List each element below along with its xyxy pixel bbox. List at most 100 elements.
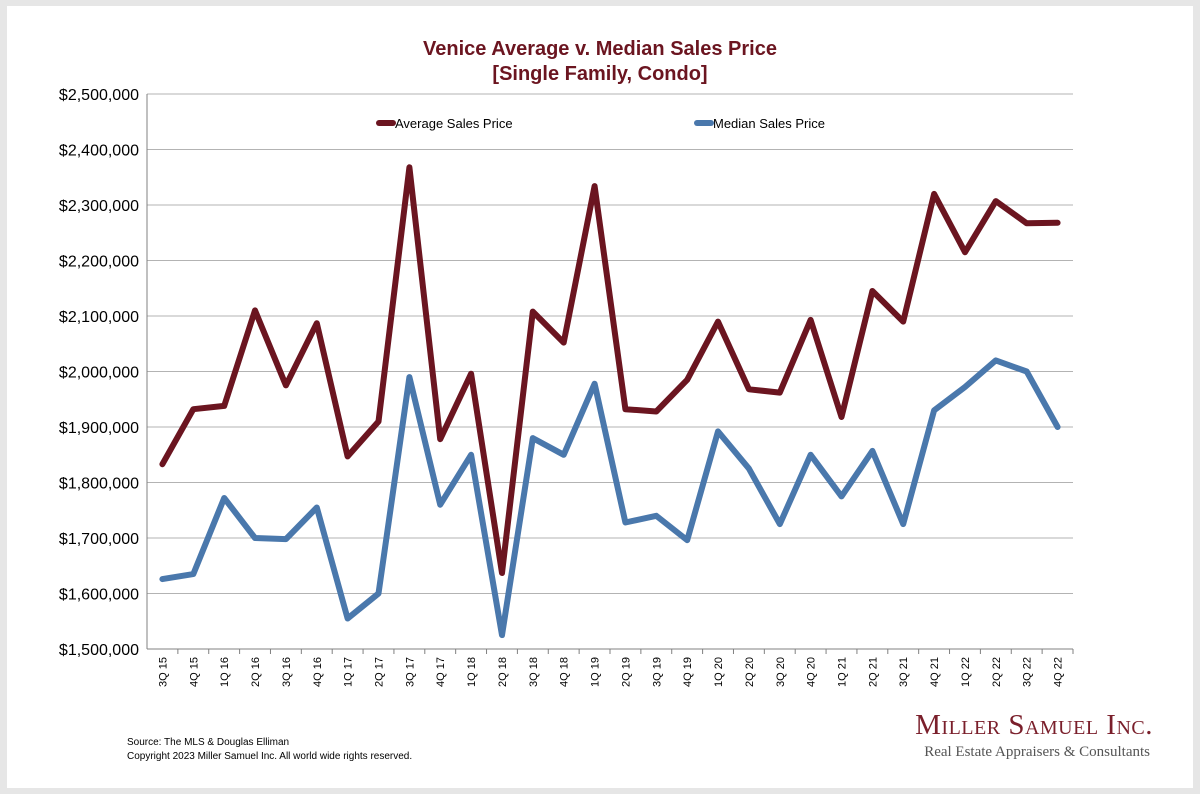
x-tick-label: 3Q 19 bbox=[651, 657, 663, 687]
data-point bbox=[777, 521, 783, 527]
y-tick-label: $2,000,000 bbox=[59, 365, 139, 382]
y-tick-label: $1,600,000 bbox=[59, 587, 139, 604]
y-tick-label: $2,400,000 bbox=[59, 143, 139, 160]
data-point bbox=[869, 288, 875, 294]
data-point bbox=[252, 535, 258, 541]
x-tick-label: 2Q 22 bbox=[991, 657, 1003, 687]
data-point bbox=[561, 340, 567, 346]
x-tick-label: 3Q 21 bbox=[898, 657, 910, 687]
chart-frame: Venice Average v. Median Sales Price [Si… bbox=[7, 6, 1193, 788]
data-point bbox=[962, 384, 968, 390]
x-tick-label: 4Q 16 bbox=[312, 657, 324, 687]
data-point bbox=[314, 320, 320, 326]
y-tick-label: $1,500,000 bbox=[59, 642, 139, 659]
x-tick-label: 2Q 21 bbox=[867, 657, 879, 687]
x-tick-label: 4Q 22 bbox=[1053, 657, 1065, 687]
data-point bbox=[653, 408, 659, 414]
x-tick-label: 3Q 16 bbox=[281, 657, 293, 687]
y-tick-label: $2,100,000 bbox=[59, 309, 139, 326]
data-point bbox=[561, 452, 567, 458]
chart-title: Venice Average v. Median Sales Price bbox=[423, 38, 777, 60]
data-point bbox=[808, 452, 814, 458]
data-point bbox=[159, 461, 165, 467]
data-point bbox=[221, 403, 227, 409]
x-tick-label: 1Q 18 bbox=[466, 657, 478, 687]
data-point bbox=[746, 386, 752, 392]
data-point bbox=[252, 307, 258, 313]
y-tick-label: $2,500,000 bbox=[59, 87, 139, 104]
data-point bbox=[1055, 424, 1061, 430]
data-point bbox=[962, 249, 968, 255]
data-point bbox=[684, 537, 690, 543]
data-point bbox=[437, 502, 443, 508]
copyright-note: Copyright 2023 Miller Samuel Inc. All wo… bbox=[127, 751, 413, 762]
data-point bbox=[746, 466, 752, 472]
data-point bbox=[622, 519, 628, 525]
brand-logo-name: Miller Samuel Inc. bbox=[915, 709, 1153, 741]
x-tick-label: 1Q 16 bbox=[219, 657, 231, 687]
data-point bbox=[1055, 220, 1061, 226]
legend-label: Average Sales Price bbox=[395, 116, 513, 131]
y-tick-label: $1,800,000 bbox=[59, 476, 139, 493]
x-tick-label: 4Q 19 bbox=[682, 657, 694, 687]
data-point bbox=[715, 428, 721, 434]
data-point bbox=[159, 576, 165, 582]
x-tick-label: 3Q 15 bbox=[157, 657, 169, 687]
data-point bbox=[314, 504, 320, 510]
legend-label: Median Sales Price bbox=[713, 116, 825, 131]
x-tick-label: 3Q 22 bbox=[1022, 657, 1034, 687]
data-point bbox=[468, 371, 474, 377]
data-point bbox=[283, 382, 289, 388]
x-tick-label: 2Q 17 bbox=[374, 657, 386, 687]
data-point bbox=[839, 493, 844, 499]
x-tick-label: 1Q 20 bbox=[713, 657, 725, 687]
data-point bbox=[345, 453, 351, 459]
x-tick-label: 2Q 18 bbox=[497, 657, 509, 687]
x-tick-label: 3Q 20 bbox=[775, 657, 787, 687]
data-point bbox=[376, 418, 381, 424]
data-point bbox=[777, 390, 783, 396]
data-point bbox=[530, 435, 536, 441]
x-tick-label: 3Q 18 bbox=[528, 657, 540, 687]
data-point bbox=[869, 448, 875, 454]
data-point bbox=[437, 436, 443, 442]
data-point bbox=[993, 357, 999, 363]
brand-logo-tagline: Real Estate Appraisers & Consultants bbox=[924, 744, 1150, 760]
data-point bbox=[900, 521, 906, 527]
data-point bbox=[283, 536, 289, 542]
x-tick-label: 1Q 17 bbox=[343, 657, 355, 687]
x-tick-label: 2Q 20 bbox=[744, 657, 756, 687]
line-chart: $1,500,000 $1,600,000 $1,700,000 $1,800,000… bbox=[59, 87, 1074, 687]
data-point bbox=[190, 406, 196, 412]
data-point bbox=[622, 406, 628, 412]
data-point bbox=[993, 198, 999, 204]
data-point bbox=[653, 513, 659, 519]
x-tick-label: 2Q 19 bbox=[620, 657, 632, 687]
series-line-median-sales-price bbox=[159, 357, 1061, 639]
data-point bbox=[592, 183, 598, 189]
data-point bbox=[1024, 369, 1030, 374]
x-tick-label: 4Q 15 bbox=[188, 657, 200, 687]
x-tick-label: 4Q 21 bbox=[929, 657, 941, 687]
y-tick-label: $2,300,000 bbox=[59, 198, 139, 215]
data-point bbox=[190, 571, 196, 577]
data-point bbox=[530, 309, 536, 315]
data-point bbox=[592, 381, 598, 387]
source-note: Source: The MLS & Douglas Elliman bbox=[127, 737, 290, 748]
x-tick-label: 1Q 19 bbox=[590, 657, 602, 687]
data-point bbox=[715, 319, 721, 325]
data-point bbox=[406, 164, 412, 170]
y-tick-label: $2,200,000 bbox=[59, 254, 139, 271]
data-point bbox=[345, 615, 351, 621]
series-line-average-sales-price bbox=[159, 164, 1061, 576]
x-tick-label: 1Q 21 bbox=[837, 657, 849, 687]
data-point bbox=[839, 414, 844, 420]
x-tick-label: 4Q 20 bbox=[806, 657, 818, 687]
data-point bbox=[931, 407, 937, 413]
x-tick-label: 1Q 22 bbox=[960, 657, 972, 687]
data-point bbox=[684, 377, 690, 383]
chart-subtitle: [Single Family, Condo] bbox=[492, 63, 708, 85]
x-tick-label: 3Q 17 bbox=[404, 657, 416, 687]
x-tick-label: 4Q 18 bbox=[559, 657, 571, 687]
y-tick-label: $1,700,000 bbox=[59, 531, 139, 548]
